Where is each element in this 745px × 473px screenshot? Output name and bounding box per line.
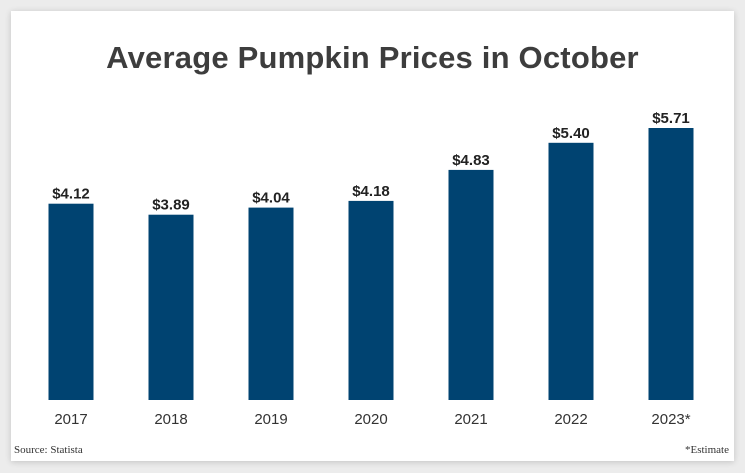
bar-2020 <box>348 200 394 400</box>
source-note: Source: Statista <box>14 444 83 456</box>
x-tick-label-2019: 2019 <box>254 411 287 428</box>
value-label-2022: $5.40 <box>552 125 590 142</box>
bar-2019 <box>248 207 294 400</box>
bar-2018 <box>148 214 194 400</box>
x-tick-label-2021: 2021 <box>454 411 487 428</box>
value-label-2019: $4.04 <box>252 190 290 207</box>
bar-2023* <box>648 128 694 400</box>
x-tick-label-2023*: 2023* <box>651 411 690 428</box>
x-tick-label-2017: 2017 <box>54 411 87 428</box>
x-tick-label-2018: 2018 <box>154 411 187 428</box>
value-label-2023*: $5.71 <box>652 110 690 127</box>
value-label-2018: $3.89 <box>152 197 190 214</box>
value-label-2017: $4.12 <box>52 186 90 203</box>
bar-2022 <box>548 142 594 401</box>
estimate-note: *Estimate <box>685 444 729 456</box>
chart-title: Average Pumpkin Prices in October <box>106 40 639 75</box>
bar-2021 <box>448 169 494 400</box>
value-label-2020: $4.18 <box>352 183 390 200</box>
x-tick-label-2020: 2020 <box>354 411 387 428</box>
value-label-2021: $4.83 <box>452 152 490 169</box>
x-tick-label-2022: 2022 <box>554 411 587 428</box>
bar-2017 <box>48 203 94 400</box>
